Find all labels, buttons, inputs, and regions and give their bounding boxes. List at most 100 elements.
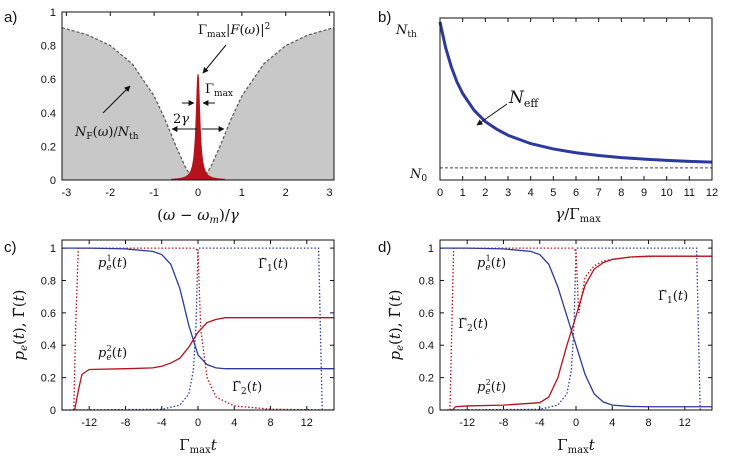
x-tick-label: 9 xyxy=(641,187,647,199)
x-tick-label: 12 xyxy=(706,187,718,199)
y-tick-label: 0 xyxy=(50,405,56,417)
x-tick-label: 0 xyxy=(437,187,443,199)
panel-c-xlabel: Γmaxt xyxy=(179,436,218,456)
panel-d-xlabel: Γmaxt xyxy=(557,436,596,456)
x-tick-label: -8 xyxy=(121,417,131,429)
panel-c-label-pe2: pe2(t) xyxy=(98,344,127,363)
panel-c-label: c) xyxy=(4,239,17,256)
panel-c-label-gamma2: Γ̃2(t) xyxy=(232,380,262,397)
x-tick-label: -3 xyxy=(61,187,71,199)
x-tick-label: 4 xyxy=(609,417,615,429)
x-tick-label: 8 xyxy=(645,417,651,429)
panel-c: c) -12 -8 -4 0 4 8 12 0 0.2 0.4 0.6 0.8 1 pe1(t) pe2… xyxy=(4,239,335,456)
x-tick-label: 7 xyxy=(596,187,602,199)
panel-d-label: d) xyxy=(378,239,391,256)
panel-a-curve-arrow xyxy=(102,85,131,114)
panel-b-neff-arrow xyxy=(476,103,508,126)
panel-a-frame xyxy=(61,11,335,181)
x-tick-label: -4 xyxy=(157,417,167,429)
x-tick-label: 10 xyxy=(661,187,673,199)
panel-a: a) -3 -2 -1 0 1 2 300.20.40.60.81 Γmax|F(ω)|2 … xyxy=(4,7,335,226)
y-tick-label: 0.4 xyxy=(419,340,434,352)
panel-d-label-gamma1: Γ̃1(t) xyxy=(658,289,688,306)
panel-c-frame xyxy=(61,239,335,411)
series-2 xyxy=(439,247,701,411)
panel-a-background-area xyxy=(62,27,334,180)
panel-d-frame xyxy=(439,239,713,411)
x-tick-label: 4 xyxy=(528,187,534,199)
x-tick-label: 0 xyxy=(573,417,579,429)
x-tick-label: -8 xyxy=(499,417,509,429)
panel-d-label-gamma2: Γ̃2(t) xyxy=(458,317,488,334)
panel-d: d) -12 -8 -4 0 4 8 12 0 0.2 0.4 0.6 0.8 1 pe1(t) Γ̃2… xyxy=(378,239,713,456)
panel-b-neff-curve xyxy=(438,21,713,164)
series-1 xyxy=(452,255,712,411)
x-tick-label: 3 xyxy=(327,187,333,199)
y-tick-label: 0.6 xyxy=(419,308,434,320)
panel-b: b) 0 1 2 3 4 5 6 7 8 9 10 11 12 Nth N0 Neff γ/Γmax xyxy=(378,9,718,225)
panel-b-ticks: 0 1 2 3 4 5 6 7 8 9 10 11 12 xyxy=(437,18,718,199)
panel-b-ytick-n0: N0 xyxy=(409,167,427,184)
panel-b-neff-label: Neff xyxy=(508,88,539,110)
y-tick-label: 0.6 xyxy=(41,74,56,86)
x-tick-label: 0 xyxy=(195,187,201,199)
x-tick-label: -1 xyxy=(149,187,159,199)
panel-a-gamma-max-label: Γmax xyxy=(205,82,233,99)
y-tick-label: 0.4 xyxy=(41,108,56,120)
panel-d-series xyxy=(439,247,712,411)
x-tick-label: 12 xyxy=(301,417,313,429)
series-0 xyxy=(440,247,712,408)
x-tick-label: 0 xyxy=(195,417,201,429)
panel-d-ylabel: pe(t), Γ̃(t) xyxy=(386,290,406,361)
y-tick-label: 1 xyxy=(50,7,56,19)
y-tick-label: 0.6 xyxy=(41,308,56,320)
panel-b-label: b) xyxy=(378,9,391,26)
y-tick-label: 0.4 xyxy=(41,340,56,352)
y-tick-label: 1 xyxy=(428,243,434,255)
panel-b-ytick-nth: Nth xyxy=(395,23,417,40)
x-tick-label: 11 xyxy=(684,187,695,199)
y-tick-label: 0.8 xyxy=(41,41,56,53)
x-tick-label: 8 xyxy=(267,417,273,429)
x-tick-label: 12 xyxy=(679,417,691,429)
panel-c-series xyxy=(61,247,335,411)
y-tick-label: 0.2 xyxy=(41,141,56,153)
y-tick-label: 1 xyxy=(50,243,56,255)
x-tick-label: 2 xyxy=(283,187,289,199)
series-2 xyxy=(61,247,323,411)
panel-a-width-label: 2γ xyxy=(173,112,189,127)
x-tick-label: 6 xyxy=(573,187,579,199)
series-3 xyxy=(73,247,335,411)
x-tick-label: 1 xyxy=(239,187,245,199)
panel-d-label-pe1: pe1(t) xyxy=(477,254,506,273)
panel-d-ticks: -12 -8 -4 0 4 8 12 0 0.2 0.4 0.6 0.8 1 xyxy=(419,240,712,429)
y-tick-label: 0 xyxy=(50,175,56,187)
panel-c-ylabel: pe(t), Γ̃(t) xyxy=(10,290,30,361)
panel-a-peak-label: Γmax|F(ω)|2 xyxy=(198,22,270,40)
y-tick-label: 0.8 xyxy=(41,275,56,287)
panel-a-xlabel: (ω − ωm)/γ xyxy=(157,206,239,226)
x-tick-label: 2 xyxy=(482,187,488,199)
y-tick-label: 0.2 xyxy=(419,373,434,385)
x-tick-label: 8 xyxy=(618,187,624,199)
panel-b-xlabel: γ/Γmax xyxy=(555,205,601,225)
panel-a-label: a) xyxy=(4,9,17,26)
panel-a-peak-arrow xyxy=(202,44,227,74)
panel-a-peak xyxy=(171,74,225,181)
x-tick-label: -4 xyxy=(535,417,545,429)
x-tick-label: -12 xyxy=(459,417,475,429)
x-tick-label: 1 xyxy=(460,187,466,199)
series-1 xyxy=(74,317,334,411)
panel-d-label-pe2: pe2(t) xyxy=(477,378,506,397)
y-tick-label: 0.2 xyxy=(41,373,56,385)
y-tick-label: 0 xyxy=(428,405,434,417)
panel-a-curve-label: NF(ω)/Nth xyxy=(74,125,139,142)
panel-c-label-pe1: pe1(t) xyxy=(98,254,127,273)
y-tick-label: 0.8 xyxy=(419,275,434,287)
x-tick-label: 3 xyxy=(505,187,511,199)
x-tick-label: -2 xyxy=(105,187,115,199)
panel-c-ticks: -12 -8 -4 0 4 8 12 0 0.2 0.4 0.6 0.8 1 xyxy=(41,240,334,429)
panel-b-frame xyxy=(439,17,713,181)
x-tick-label: -12 xyxy=(81,417,97,429)
